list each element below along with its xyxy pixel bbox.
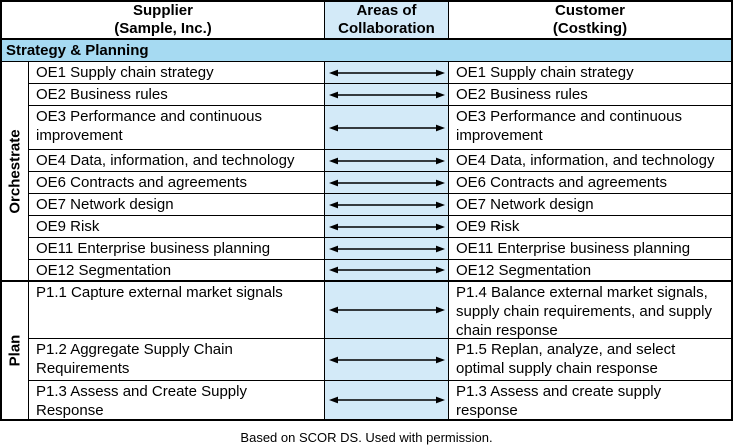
bidirectional-arrow-icon <box>328 244 445 253</box>
customer-cell-oe6: OE6 Contracts and agreements <box>449 172 731 194</box>
collaboration-cell-oe1 <box>325 62 449 84</box>
group-label-plan-text: Plan <box>6 334 24 367</box>
supplier-cell-oe2: OE2 Business rules <box>29 84 325 106</box>
customer-cell-oe7: OE7 Network design <box>449 194 731 216</box>
customer-cell-oe11: OE11 Enterprise business planning <box>449 238 731 260</box>
customer-cell-oe3: OE3 Performance and continuous improveme… <box>449 106 731 150</box>
collaboration-cell-p1-1 <box>325 282 449 339</box>
customer-cell-oe4: OE4 Data, information, and technology <box>449 150 731 172</box>
collaboration-cell-oe6 <box>325 172 449 194</box>
collaboration-cell-p1-2 <box>325 339 449 381</box>
attribution-text: Based on SCOR DS. Used with permission. <box>240 430 493 445</box>
collaboration-cell-oe2 <box>325 84 449 106</box>
customer-cell-p1-3: P1.3 Assess and create supply response <box>449 381 731 419</box>
supplier-cell-oe12: OE12 Segmentation <box>29 260 325 282</box>
bidirectional-arrow-icon <box>328 305 445 315</box>
bidirectional-arrow-icon <box>328 265 445 275</box>
collaboration-cell-oe11 <box>325 238 449 260</box>
collaboration-cell-oe4 <box>325 150 449 172</box>
customer-cell-p1-4: P1.4 Balance external market signals, su… <box>449 282 731 339</box>
supplier-cell-oe7: OE7 Network design <box>29 194 325 216</box>
bidirectional-arrow-icon <box>328 395 445 405</box>
supplier-cell-p1-1: P1.1 Capture external market signals <box>29 282 325 339</box>
collaboration-cell-oe9 <box>325 216 449 238</box>
customer-cell-oe1: OE1 Supply chain strategy <box>449 62 731 84</box>
bidirectional-arrow-icon <box>328 355 445 364</box>
collaboration-cell-oe3 <box>325 106 449 150</box>
supplier-cell-p1-2: P1.2 Aggregate Supply Chain Requirements <box>29 339 325 381</box>
bidirectional-arrow-icon <box>328 156 445 165</box>
supplier-cell-oe9: OE9 Risk <box>29 216 325 238</box>
collaboration-cell-p1-3 <box>325 381 449 419</box>
bidirectional-arrow-icon <box>328 178 445 187</box>
collaboration-cell-oe7 <box>325 194 449 216</box>
supplier-cell-p1-3: P1.3 Assess and Create Supply Response <box>29 381 325 419</box>
group-label-plan: Plan <box>2 282 29 419</box>
bidirectional-arrow-icon <box>328 222 445 231</box>
supplier-cell-oe1: OE1 Supply chain strategy <box>29 62 325 84</box>
customer-header: Customer (Costking) <box>449 2 731 40</box>
group-label-orchestrate: Orchestrate <box>2 62 29 282</box>
customer-cell-p1-5: P1.5 Replan, analyze, and select optimal… <box>449 339 731 381</box>
collaboration-cell-oe12 <box>325 260 449 282</box>
supplier-cell-oe3: OE3 Performance and continuous improveme… <box>29 106 325 150</box>
supplier-header: Supplier (Sample, Inc.) <box>2 2 325 40</box>
supplier-cell-oe4: OE4 Data, information, and technology <box>29 150 325 172</box>
customer-cell-oe9: OE9 Risk <box>449 216 731 238</box>
areas-of-collaboration-header: Areas of Collaboration <box>325 2 449 40</box>
collaboration-table: Supplier (Sample, Inc.) Areas of Collabo… <box>0 0 733 421</box>
group-label-orchestrate-text: Orchestrate <box>6 128 24 214</box>
section-banner-strategy-planning: Strategy & Planning <box>2 40 731 62</box>
customer-cell-oe12: OE12 Segmentation <box>449 260 731 282</box>
bidirectional-arrow-icon <box>328 68 445 77</box>
supplier-cell-oe11: OE11 Enterprise business planning <box>29 238 325 260</box>
bidirectional-arrow-icon <box>328 123 445 132</box>
bidirectional-arrow-icon <box>328 200 445 209</box>
customer-cell-oe2: OE2 Business rules <box>449 84 731 106</box>
supplier-cell-oe6: OE6 Contracts and agreements <box>29 172 325 194</box>
bidirectional-arrow-icon <box>328 90 445 99</box>
